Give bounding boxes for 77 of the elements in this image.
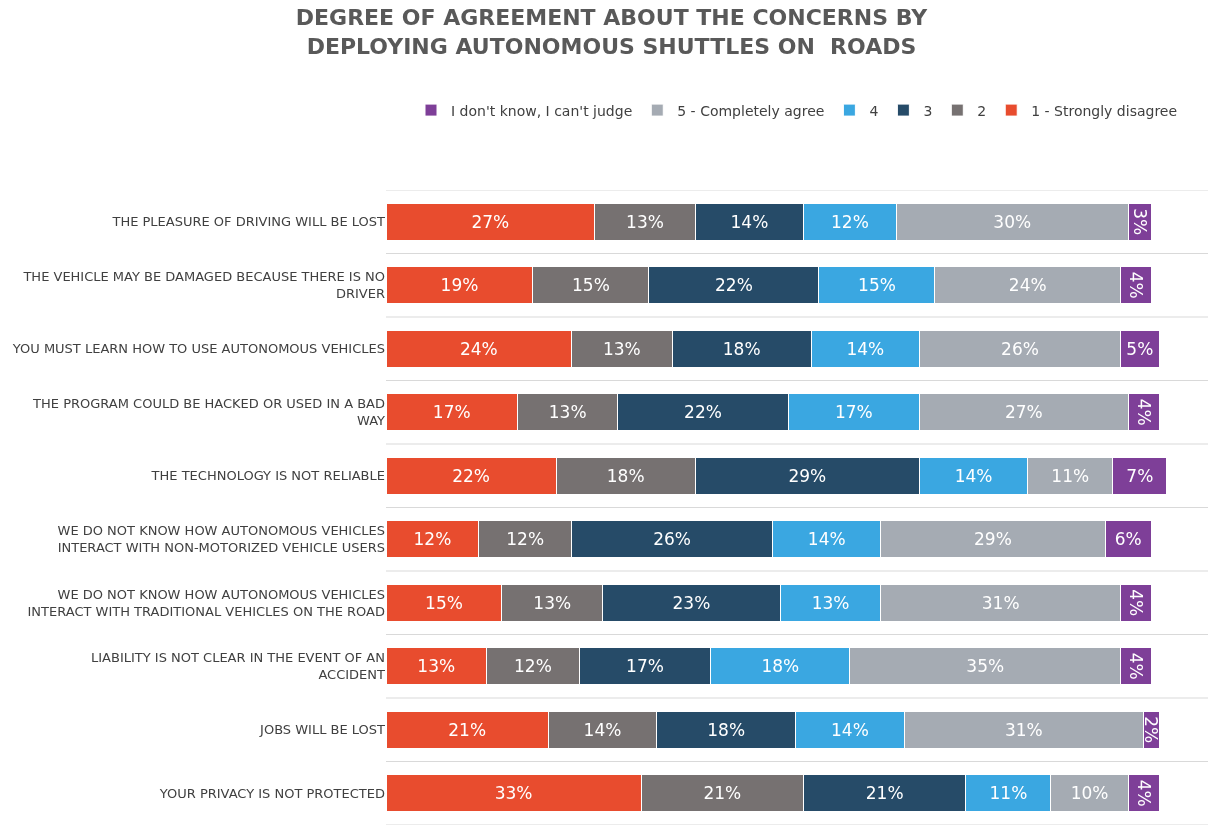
data-label: 7% bbox=[1126, 465, 1154, 486]
data-label: 14% bbox=[831, 719, 869, 740]
data-label: 21% bbox=[448, 719, 487, 740]
data-label: 22% bbox=[452, 465, 490, 486]
data-label: 12% bbox=[506, 529, 545, 550]
data-label: 14% bbox=[954, 465, 993, 486]
data-label: 19% bbox=[440, 275, 479, 296]
data-label: 21% bbox=[865, 783, 904, 804]
data-label: 12% bbox=[831, 211, 869, 232]
data-label: 35% bbox=[966, 656, 1005, 677]
data-label: 4% bbox=[1125, 271, 1146, 299]
data-label: 13% bbox=[811, 592, 850, 613]
data-label: 29% bbox=[974, 529, 1012, 550]
data-label: 23% bbox=[672, 592, 711, 613]
data-label: 17% bbox=[432, 402, 471, 423]
data-label: 12% bbox=[514, 656, 552, 677]
data-label: 18% bbox=[707, 719, 746, 740]
data-label: 17% bbox=[626, 656, 664, 677]
data-label: 13% bbox=[602, 338, 641, 359]
y-tick-label: THE VEHICLE MAY BE DAMAGED BECAUSE THERE IS NO DRIVER bbox=[22, 269, 385, 302]
data-label: 15% bbox=[571, 275, 610, 296]
data-label: 4% bbox=[1133, 398, 1154, 426]
data-label: 11% bbox=[1051, 465, 1090, 486]
y-tick-label: WE DO NOT KNOW HOW AUTONOMOUS VEHICLES INTERACT WITH TRADITIONAL VEHICLES ON THE ROAD bbox=[27, 586, 385, 619]
data-label: 13% bbox=[417, 656, 456, 677]
data-label: 4% bbox=[1125, 589, 1146, 617]
data-label: 22% bbox=[684, 402, 722, 423]
y-tick-label: LIABILITY IS NOT CLEAR IN THE EVENT OF AN ACCIDENT bbox=[91, 650, 386, 683]
data-label: 31% bbox=[1004, 719, 1043, 740]
legend-label: 3 bbox=[923, 102, 933, 119]
data-label: 12% bbox=[413, 529, 452, 550]
data-label: 14% bbox=[583, 719, 622, 740]
y-tick-label: THE PLEASURE OF DRIVING WILL BE LOST bbox=[111, 214, 386, 230]
y-tick-label: JOBS WILL BE LOST bbox=[259, 722, 386, 738]
legend-label: 5 - Completely agree bbox=[677, 102, 825, 119]
data-label: 5% bbox=[1126, 338, 1154, 359]
data-label: 3% bbox=[1129, 208, 1150, 236]
y-tick-label: YOU MUST LEARN HOW TO USE AUTONOMOUS VEHICLES bbox=[11, 341, 385, 357]
data-label: 24% bbox=[459, 338, 498, 359]
data-label: 21% bbox=[703, 783, 742, 804]
data-label: 27% bbox=[471, 211, 510, 232]
data-label: 10% bbox=[1070, 783, 1109, 804]
data-label: 13% bbox=[533, 592, 572, 613]
y-tick-label: THE PROGRAM COULD BE HACKED OR USED IN A BAD WAY bbox=[32, 396, 386, 429]
data-label: 14% bbox=[846, 338, 885, 359]
chart-title: DEGREE OF AGREEMENT ABOUT THE CONCERNS BY DEPLOYING AUTONOMOUS SHUTTLES ON ROADS bbox=[295, 5, 929, 59]
data-label: 26% bbox=[653, 529, 691, 550]
data-label: 29% bbox=[788, 465, 827, 486]
data-label: 14% bbox=[807, 529, 846, 550]
data-label: 4% bbox=[1125, 652, 1146, 680]
legend-label: I don't know, I can't judge bbox=[451, 102, 633, 119]
data-label: 18% bbox=[761, 656, 800, 677]
data-label: 27% bbox=[1004, 402, 1043, 423]
legend-label: 1 - Strongly disagree bbox=[1031, 102, 1178, 119]
data-label: 24% bbox=[1008, 275, 1047, 296]
legend-label: 2 bbox=[977, 102, 987, 119]
y-tick-label: YOUR PRIVACY IS NOT PROTECTED bbox=[158, 785, 385, 801]
data-label: 31% bbox=[981, 592, 1020, 613]
y-tick-label: WE DO NOT KNOW HOW AUTONOMOUS VEHICLES INTERACT WITH NON-MOTORIZED VEHICLE USERS bbox=[57, 523, 385, 556]
data-label: 13% bbox=[626, 211, 664, 232]
data-label: 14% bbox=[730, 211, 769, 232]
data-label: 30% bbox=[993, 211, 1032, 232]
data-label: 6% bbox=[1114, 529, 1142, 550]
data-label: 15% bbox=[858, 275, 896, 296]
data-label: 18% bbox=[606, 465, 645, 486]
legend-label: 4 bbox=[869, 102, 879, 119]
data-label: 4% bbox=[1133, 779, 1154, 807]
data-label: 33% bbox=[494, 783, 533, 804]
data-label: 18% bbox=[722, 338, 761, 359]
data-label: 15% bbox=[425, 592, 463, 613]
data-label: 11% bbox=[989, 783, 1028, 804]
y-tick-label: THE TECHNOLOGY IS NOT RELIABLE bbox=[150, 468, 385, 484]
data-label: 2% bbox=[1141, 716, 1162, 744]
data-label: 13% bbox=[548, 402, 587, 423]
data-label: 22% bbox=[715, 275, 753, 296]
data-label: 17% bbox=[834, 402, 873, 423]
data-label: 26% bbox=[1001, 338, 1039, 359]
